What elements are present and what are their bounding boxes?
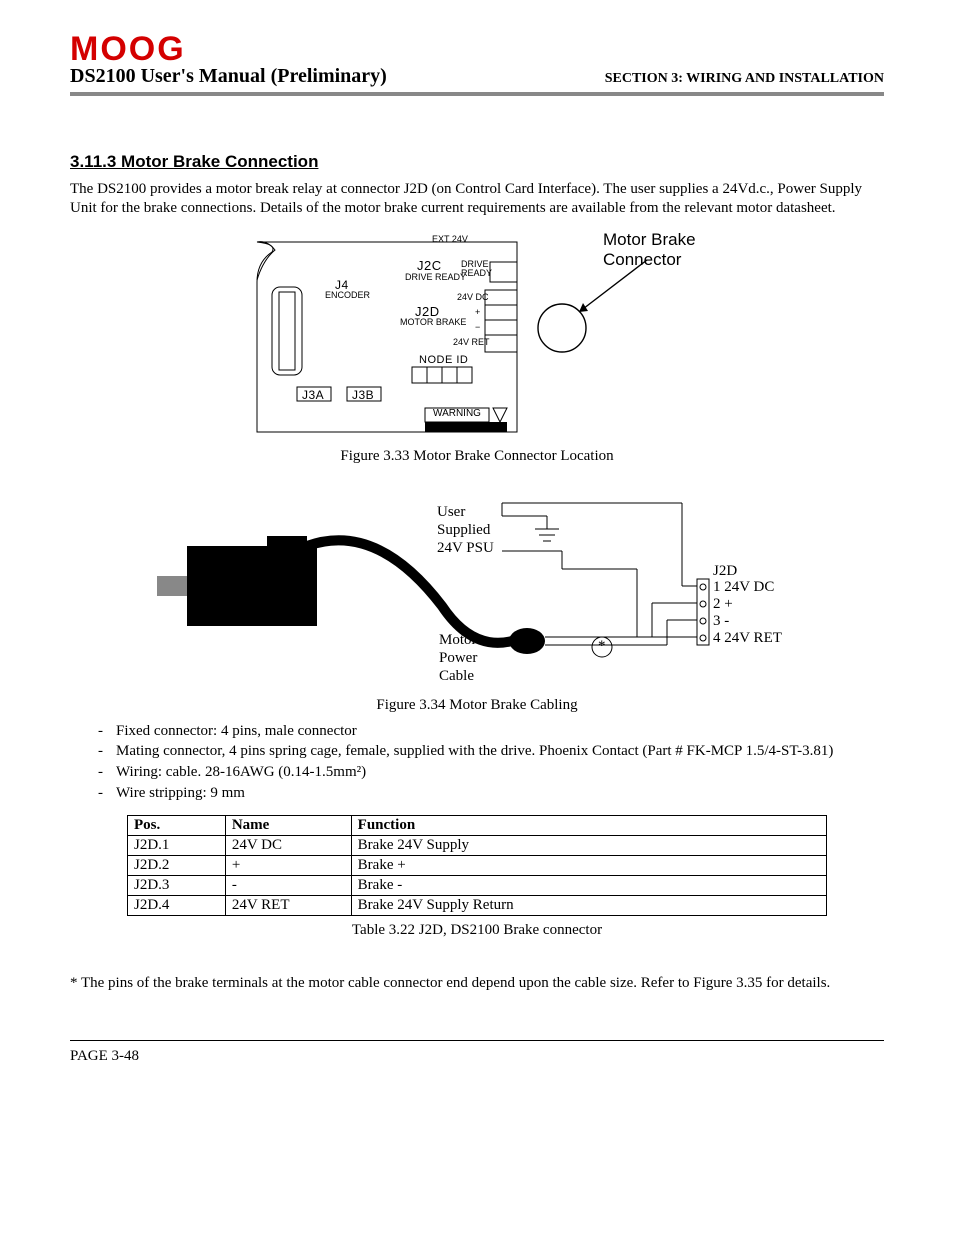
fig1-j2c: J2C [417, 258, 442, 273]
logo: MOOG [70, 30, 884, 69]
fig2-motor-3: Cable [439, 667, 477, 685]
fig1-j3a: J3A [302, 388, 324, 402]
intro-paragraph: The DS2100 provides a motor break relay … [70, 180, 884, 218]
bullet-list: Fixed connector: 4 pins, male connector … [70, 722, 884, 803]
fig1-motor-brake: MOTOR BRAKE [400, 317, 466, 327]
header-rule [70, 92, 884, 96]
table-header-row: Pos. Name Function [127, 815, 826, 835]
doc-title: DS2100 User's Manual (Preliminary) [70, 65, 387, 88]
fig2-psu-3: 24V PSU [437, 539, 494, 557]
fig1-warning: WARNING [433, 408, 481, 419]
figure-2-diagram: User Supplied 24V PSU Motor Power Cable … [157, 491, 797, 691]
figure-1-caption: Figure 3.33 Motor Brake Connector Locati… [70, 448, 884, 465]
table-row: J2D.2+Brake + [127, 855, 826, 875]
fig2-p1: 1 24V DC [713, 579, 774, 596]
fig1-encoder: ENCODER [325, 290, 370, 300]
col-name: Name [225, 815, 351, 835]
page-number: PAGE 3-48 [70, 1048, 884, 1065]
fig2-p3: 3 - [713, 613, 729, 630]
fig2-asterisk: * [598, 638, 606, 655]
table-row: J2D.3-Brake - [127, 875, 826, 895]
col-pos: Pos. [127, 815, 225, 835]
col-func: Function [351, 815, 826, 835]
fig1-callout-2: Connector [603, 250, 696, 270]
section-heading: 3.11.3 Motor Brake Connection [70, 152, 884, 172]
fig2-psu-2: Supplied [437, 521, 494, 539]
section-header: SECTION 3: WIRING AND INSTALLATION [605, 71, 884, 87]
fig1-drive-ready: DRIVE READY [405, 272, 466, 282]
figure-2-caption: Figure 3.34 Motor Brake Cabling [70, 697, 884, 714]
fig1-pin4: 24V RET [453, 337, 490, 347]
footnote: * The pins of the brake terminals at the… [70, 975, 884, 992]
fig1-ext24v: EXT 24V [432, 234, 468, 244]
fig1-j3b: J3B [352, 388, 374, 402]
table-caption: Table 3.22 J2D, DS2100 Brake connector [70, 922, 884, 939]
list-item: Fixed connector: 4 pins, male connector [98, 722, 884, 741]
fig2-motor-1: Motor [439, 631, 477, 649]
list-item: Wire stripping: 9 mm [98, 784, 884, 803]
fig1-pin1: 24V DC [457, 292, 489, 302]
fig1-callout-1: Motor Brake [603, 230, 696, 250]
footer-rule [70, 1040, 884, 1041]
table-row: J2D.424V RETBrake 24V Supply Return [127, 895, 826, 915]
table-row: J2D.124V DCBrake 24V Supply [127, 835, 826, 855]
fig2-j2d: J2D [713, 563, 737, 580]
fig2-motor-2: Power [439, 649, 477, 667]
fig2-psu-1: User [437, 503, 494, 521]
list-item: Mating connector, 4 pins spring cage, fe… [98, 742, 884, 761]
fig1-pin3: − [475, 322, 480, 332]
fig1-node-id: NODE ID [419, 354, 468, 366]
fig2-p2: 2 + [713, 596, 733, 613]
list-item: Wiring: cable. 28-16AWG (0.14-1.5mm²) [98, 763, 884, 782]
pin-table: Pos. Name Function J2D.124V DCBrake 24V … [127, 815, 827, 916]
figure-1-diagram: EXT 24V J2C DRIVE READY DRIVE READY J4 E… [217, 232, 737, 442]
fig2-p4: 4 24V RET [713, 630, 782, 647]
fig1-pin2: + [475, 307, 480, 317]
fig1-drive-ready2: DRIVE READY [461, 260, 491, 278]
